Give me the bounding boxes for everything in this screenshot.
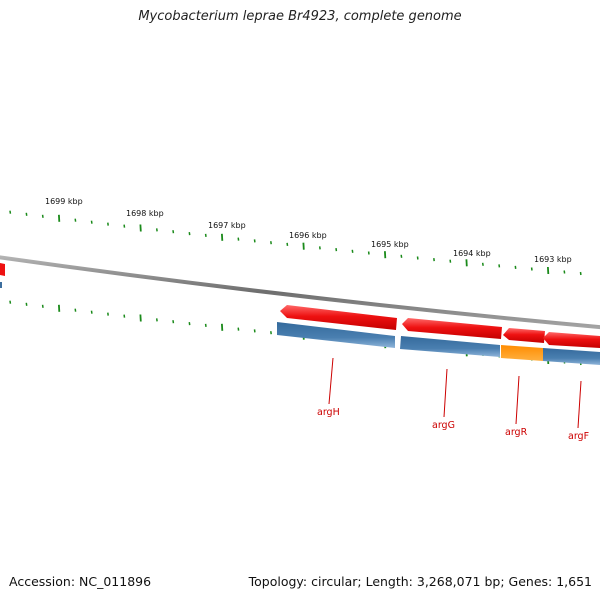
gene-label-argH[interactable]: argH [317, 407, 340, 418]
cds-arrow-partial-left [0, 263, 5, 276]
cds-arrow-argR[interactable] [503, 328, 545, 343]
gene-block-argH[interactable] [277, 322, 395, 348]
scale-label-1697: 1697 kbp [208, 221, 246, 230]
leader-line-argG [443, 368, 448, 418]
gene-block-argG[interactable] [400, 336, 500, 357]
genome-backbone [0, 255, 600, 330]
gene-block-partial-left [0, 282, 2, 288]
scale-label-1693: 1693 kbp [534, 255, 572, 264]
gene-label-argR[interactable]: argR [505, 427, 528, 438]
leader-line-argH [328, 357, 334, 405]
scale-label-1696: 1696 kbp [289, 231, 327, 240]
scale-label-1695: 1695 kbp [371, 240, 409, 249]
leader-line-argR [515, 375, 520, 425]
gene-block-argF[interactable] [543, 348, 600, 365]
leader-line-argF [577, 380, 582, 429]
cds-arrow-argG[interactable] [402, 318, 502, 339]
scale-label-1699: 1699 kbp [45, 197, 83, 206]
scale-label-1698: 1698 kbp [126, 209, 164, 218]
accession-text: Accession: NC_011896 [9, 574, 152, 589]
gene-label-argF[interactable]: argF [568, 431, 589, 442]
genome-title: Mycobacterium leprae Br4923, complete ge… [138, 9, 462, 24]
cds-arrow-argF[interactable] [543, 332, 600, 348]
cds-arrow-argH[interactable] [280, 305, 397, 330]
gene-block-argR[interactable] [501, 345, 543, 361]
scale-label-1694: 1694 kbp [453, 249, 491, 258]
gene-label-argG[interactable]: argG [432, 420, 455, 431]
topology-text: Topology: circular; Length: 3,268,071 bp… [248, 574, 592, 589]
upper-scale-ticks [9, 210, 582, 276]
